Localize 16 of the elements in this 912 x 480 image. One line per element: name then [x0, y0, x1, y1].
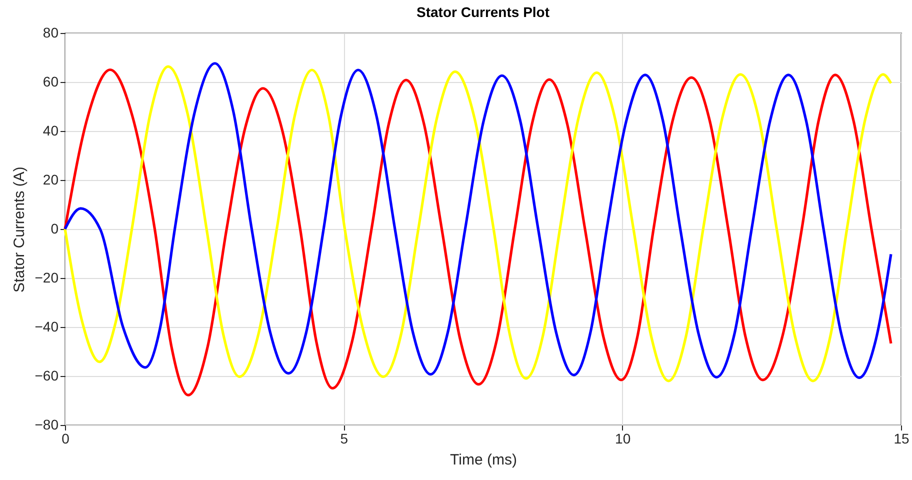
y-tick-label: −80 — [34, 416, 59, 432]
x-tick-label: 15 — [894, 430, 910, 446]
y-tick-label: −60 — [34, 368, 59, 384]
x-axis-title: Time (ms) — [450, 452, 517, 468]
y-tick-label: 20 — [42, 172, 59, 188]
x-tick-label: 5 — [340, 430, 348, 446]
chart-title: Stator Currents Plot — [416, 4, 550, 20]
y-tick-label: 60 — [42, 74, 59, 90]
y-tick-label: −20 — [34, 270, 59, 286]
y-tick-label: 80 — [42, 24, 59, 40]
x-tick-label: 0 — [62, 430, 70, 446]
y-tick-label: 40 — [42, 122, 59, 138]
y-tick-label: 0 — [50, 220, 59, 236]
y-axis-title: Stator Currents (A) — [10, 166, 28, 292]
x-tick-label: 10 — [615, 430, 631, 446]
y-tick-label: −40 — [34, 318, 59, 334]
